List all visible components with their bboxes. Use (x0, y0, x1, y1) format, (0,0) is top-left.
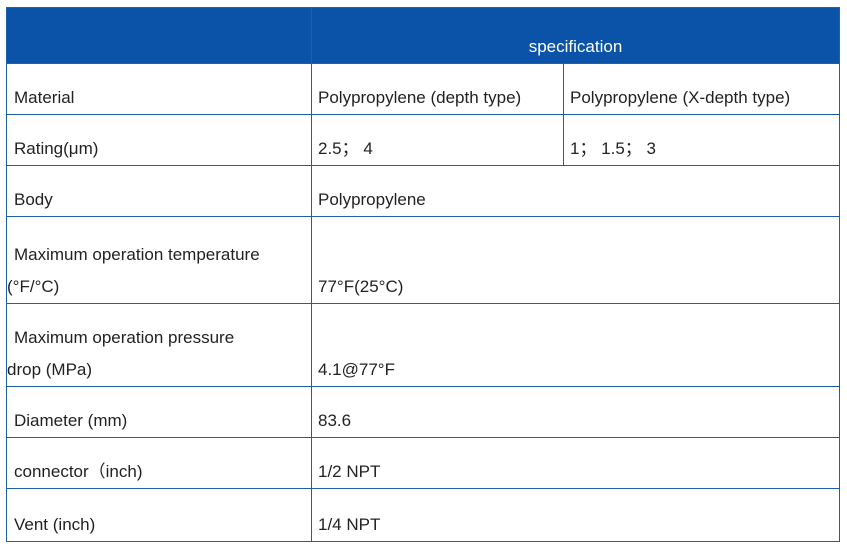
table-row-connector: connector（inch) 1/2 NPT (6, 437, 840, 489)
cell-rating-depth: 2.5； 4 (311, 114, 564, 166)
row-label-rating: Rating(μm) (6, 114, 312, 166)
table-row-body: Body Polypropylene (6, 165, 840, 217)
label-line-2: (°F/°C) (7, 277, 60, 296)
table-row-material: Material Polypropylene (depth type) Poly… (6, 63, 840, 115)
row-label-body: Body (6, 165, 312, 217)
row-label-connector: connector（inch) (6, 437, 312, 489)
cell-body: Polypropylene (311, 165, 840, 217)
cell-connector: 1/2 NPT (311, 437, 840, 489)
cell-diameter: 83.6 (311, 386, 840, 438)
label-line-1: Maximum operation pressure (14, 328, 235, 347)
table-row-max-temperature: Maximum operation temperature (°F/°C) 77… (6, 216, 840, 304)
label-line-1: Maximum operation temperature (14, 245, 260, 264)
table-row-vent: Vent (inch) 1/4 NPT (6, 488, 840, 542)
cell-vent: 1/4 NPT (311, 488, 840, 542)
table-row-diameter: Diameter (mm) 83.6 (6, 386, 840, 438)
table-row-max-pressure: Maximum operation pressure drop (MPa) 4.… (6, 303, 840, 387)
cell-rating-xdepth: 1； 1.5； 3 (563, 114, 840, 166)
header-blank-cell (6, 7, 312, 64)
label-line-2: drop (MPa) (7, 360, 93, 379)
cell-max-temperature: 77°F(25°C) (311, 216, 840, 304)
table-header-row: specification (6, 7, 840, 64)
cell-material-xdepth: Polypropylene (X-depth type) (563, 63, 840, 115)
row-label-diameter: Diameter (mm) (6, 386, 312, 438)
table-row-rating: Rating(μm) 2.5； 4 1； 1.5； 3 (6, 114, 840, 166)
row-label-max-pressure: Maximum operation pressure drop (MPa) (6, 303, 312, 387)
row-label-vent: Vent (inch) (6, 488, 312, 542)
row-label-max-temperature: Maximum operation temperature (°F/°C) (6, 216, 312, 304)
row-label-material: Material (6, 63, 312, 115)
header-specification: specification (311, 7, 840, 64)
specification-table: specification Material Polypropylene (de… (6, 7, 840, 542)
cell-material-depth: Polypropylene (depth type) (311, 63, 564, 115)
cell-max-pressure: 4.1@77°F (311, 303, 840, 387)
